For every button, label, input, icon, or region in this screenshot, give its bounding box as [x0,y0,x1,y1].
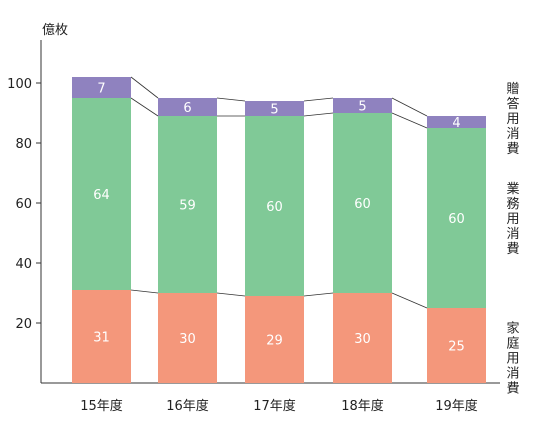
connector-line [303,292,334,297]
data-label: 5 [358,100,366,115]
bar-segment [158,293,217,383]
y-axis-unit-label: 億枚 [42,22,68,38]
data-label: 30 [179,332,196,347]
connector-line [391,112,428,129]
legend-entry: 家庭用消費 [506,321,519,397]
data-label: 5 [270,103,278,118]
y-tick-label: 20 [15,317,32,332]
data-label: 59 [179,199,196,214]
data-label: 64 [93,188,110,203]
data-label: 30 [354,332,371,347]
value-labels: 31 64 7 30 59 6 29 60 5 30 60 5 25 60 4 [93,82,465,355]
bar-segment [245,116,304,296]
connector-line [303,97,334,102]
legend-entry: 贈答用消費 [506,81,519,157]
data-label: 60 [448,212,465,227]
bar-segment [427,308,486,383]
y-tick-label: 40 [15,257,32,272]
y-tick-labels: 20 40 60 80 100 [7,77,32,332]
connector-line [130,76,159,99]
connector-line [130,97,159,117]
bar-segment [72,77,131,98]
bar-segment [72,290,131,383]
bar-segment [158,116,217,293]
bar-segment [158,98,217,116]
x-category-label: 15年度 [80,398,123,414]
bar-segment [333,113,392,293]
x-category-label: 19年度 [435,398,478,414]
data-label: 60 [354,197,371,212]
bars [72,77,486,383]
x-category-label: 16年度 [166,398,209,414]
connector-line [216,292,246,297]
connector-line [216,97,246,102]
connector-line [130,289,159,294]
y-tick-label: 80 [15,137,32,152]
data-label: 4 [452,116,460,131]
x-category-label: 17年度 [253,398,296,414]
bar-segment [245,101,304,116]
data-label: 7 [97,82,105,97]
connector-line [391,97,428,117]
bar-segment [427,128,486,308]
data-label: 6 [183,101,191,116]
bar-segment [245,296,304,383]
connector-line [303,112,334,117]
data-label: 60 [266,200,283,215]
y-tick-label: 100 [7,77,32,92]
data-label: 25 [448,340,465,355]
bar-segment [72,98,131,290]
connector-line [391,292,428,309]
data-label: 31 [93,331,110,346]
category-labels: 15年度 16年度 17年度 18年度 19年度 [80,398,478,414]
legend-entry: 業務用消費 [506,181,519,257]
legend: 家庭用消費 業務用消費 贈答用消費 [506,81,519,397]
bar-segment [333,98,392,113]
bar-segment [427,116,486,128]
connector-lines [130,76,428,309]
x-category-label: 18年度 [341,398,384,414]
y-tick-label: 60 [15,197,32,212]
data-label: 29 [266,334,283,349]
bar-segment [333,293,392,383]
